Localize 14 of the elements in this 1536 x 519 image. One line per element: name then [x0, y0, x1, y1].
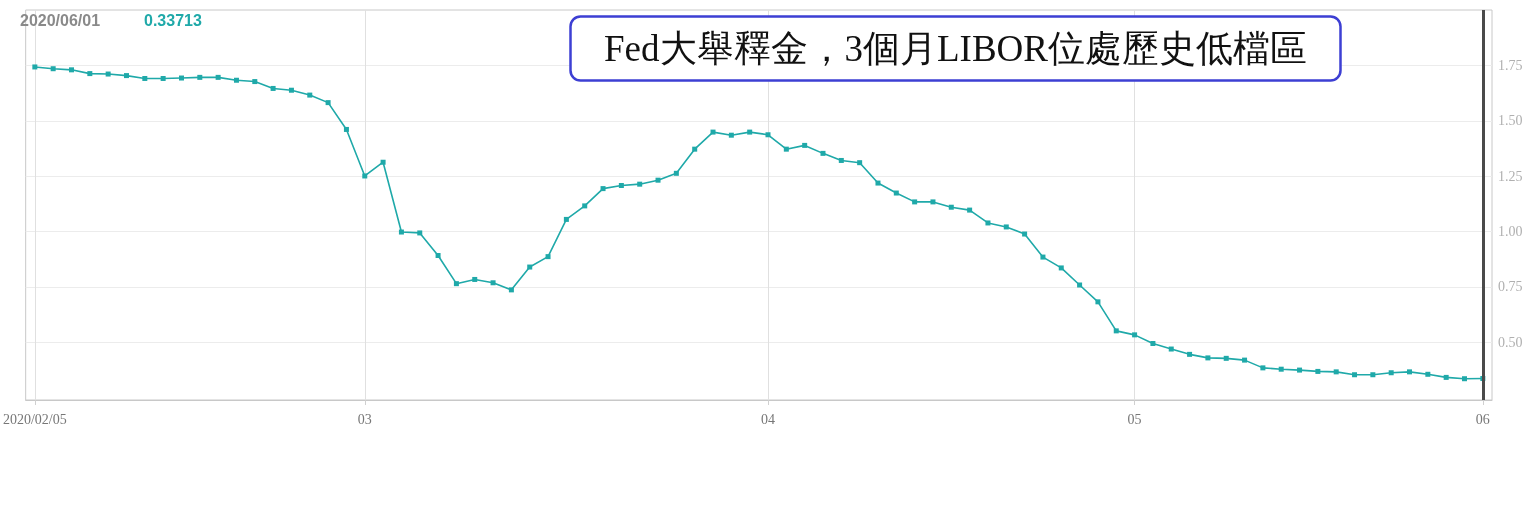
text: Fed大舉釋金，3個月LIBOR位處歷史低檔區: [604, 28, 1307, 69]
x-tick-label: 05: [1127, 411, 1142, 427]
x-tick-label: 04: [761, 411, 775, 427]
y-tick-label: 1.50: [1498, 113, 1523, 129]
x-tick-label: 06: [1475, 411, 1490, 427]
annotation: 2020/06/01: [20, 11, 101, 29]
y-tick-label: 0.75: [1498, 279, 1523, 295]
y-tick-label: 1.00: [1498, 224, 1523, 240]
y-tick-label: 1.25: [1498, 168, 1523, 184]
y-tick-label: 1.75: [1498, 57, 1523, 73]
x-tick-label: 2020/02/05: [2, 411, 67, 427]
x-tick-label: 03: [357, 411, 372, 427]
y-tick-label: 0.50: [1498, 334, 1523, 350]
annotation: 0.33713: [144, 11, 202, 29]
